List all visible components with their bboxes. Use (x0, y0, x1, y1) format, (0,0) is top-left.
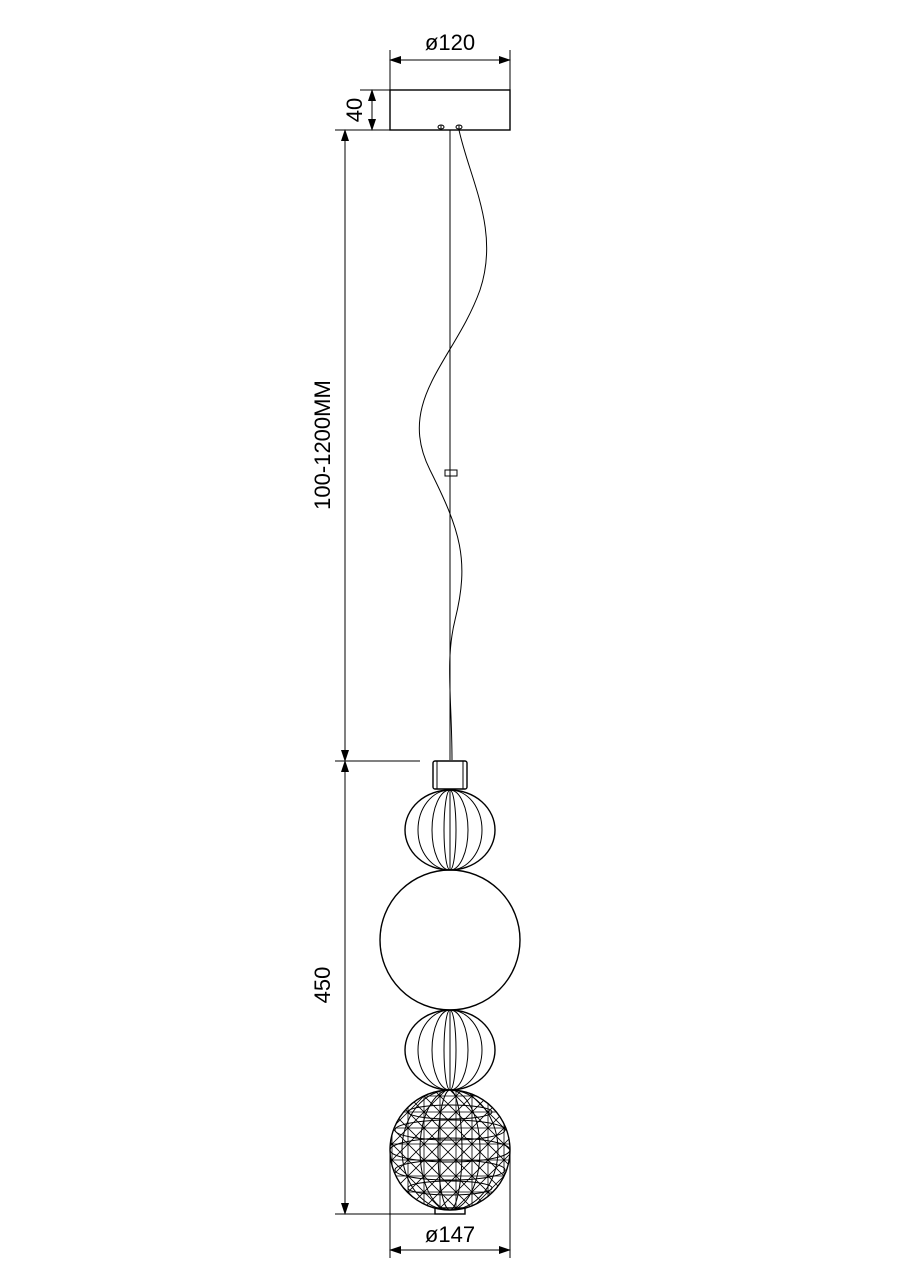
fixture (380, 761, 520, 1214)
dim-bottom-diameter-label: ø147 (425, 1222, 475, 1247)
dim-canopy-height: 40 (342, 90, 392, 130)
bulb-ribbed-bottom (405, 1010, 495, 1090)
dim-canopy-height-label: 40 (342, 98, 367, 122)
dim-cable-length: 100-1200MM (310, 130, 420, 761)
dimension-drawing: ø120 40 100-1200MM (0, 0, 904, 1280)
dim-top-diameter: ø120 (390, 30, 510, 92)
dim-fixture-height-label: 450 (310, 967, 335, 1004)
dim-cable-length-label: 100-1200MM (310, 380, 335, 510)
bulb-plain (380, 870, 520, 1010)
bulb-ribbed-top (405, 790, 495, 870)
canopy (390, 90, 510, 130)
bulb-lattice (390, 1090, 510, 1210)
cable (419, 130, 486, 760)
dim-top-diameter-label: ø120 (425, 30, 475, 55)
